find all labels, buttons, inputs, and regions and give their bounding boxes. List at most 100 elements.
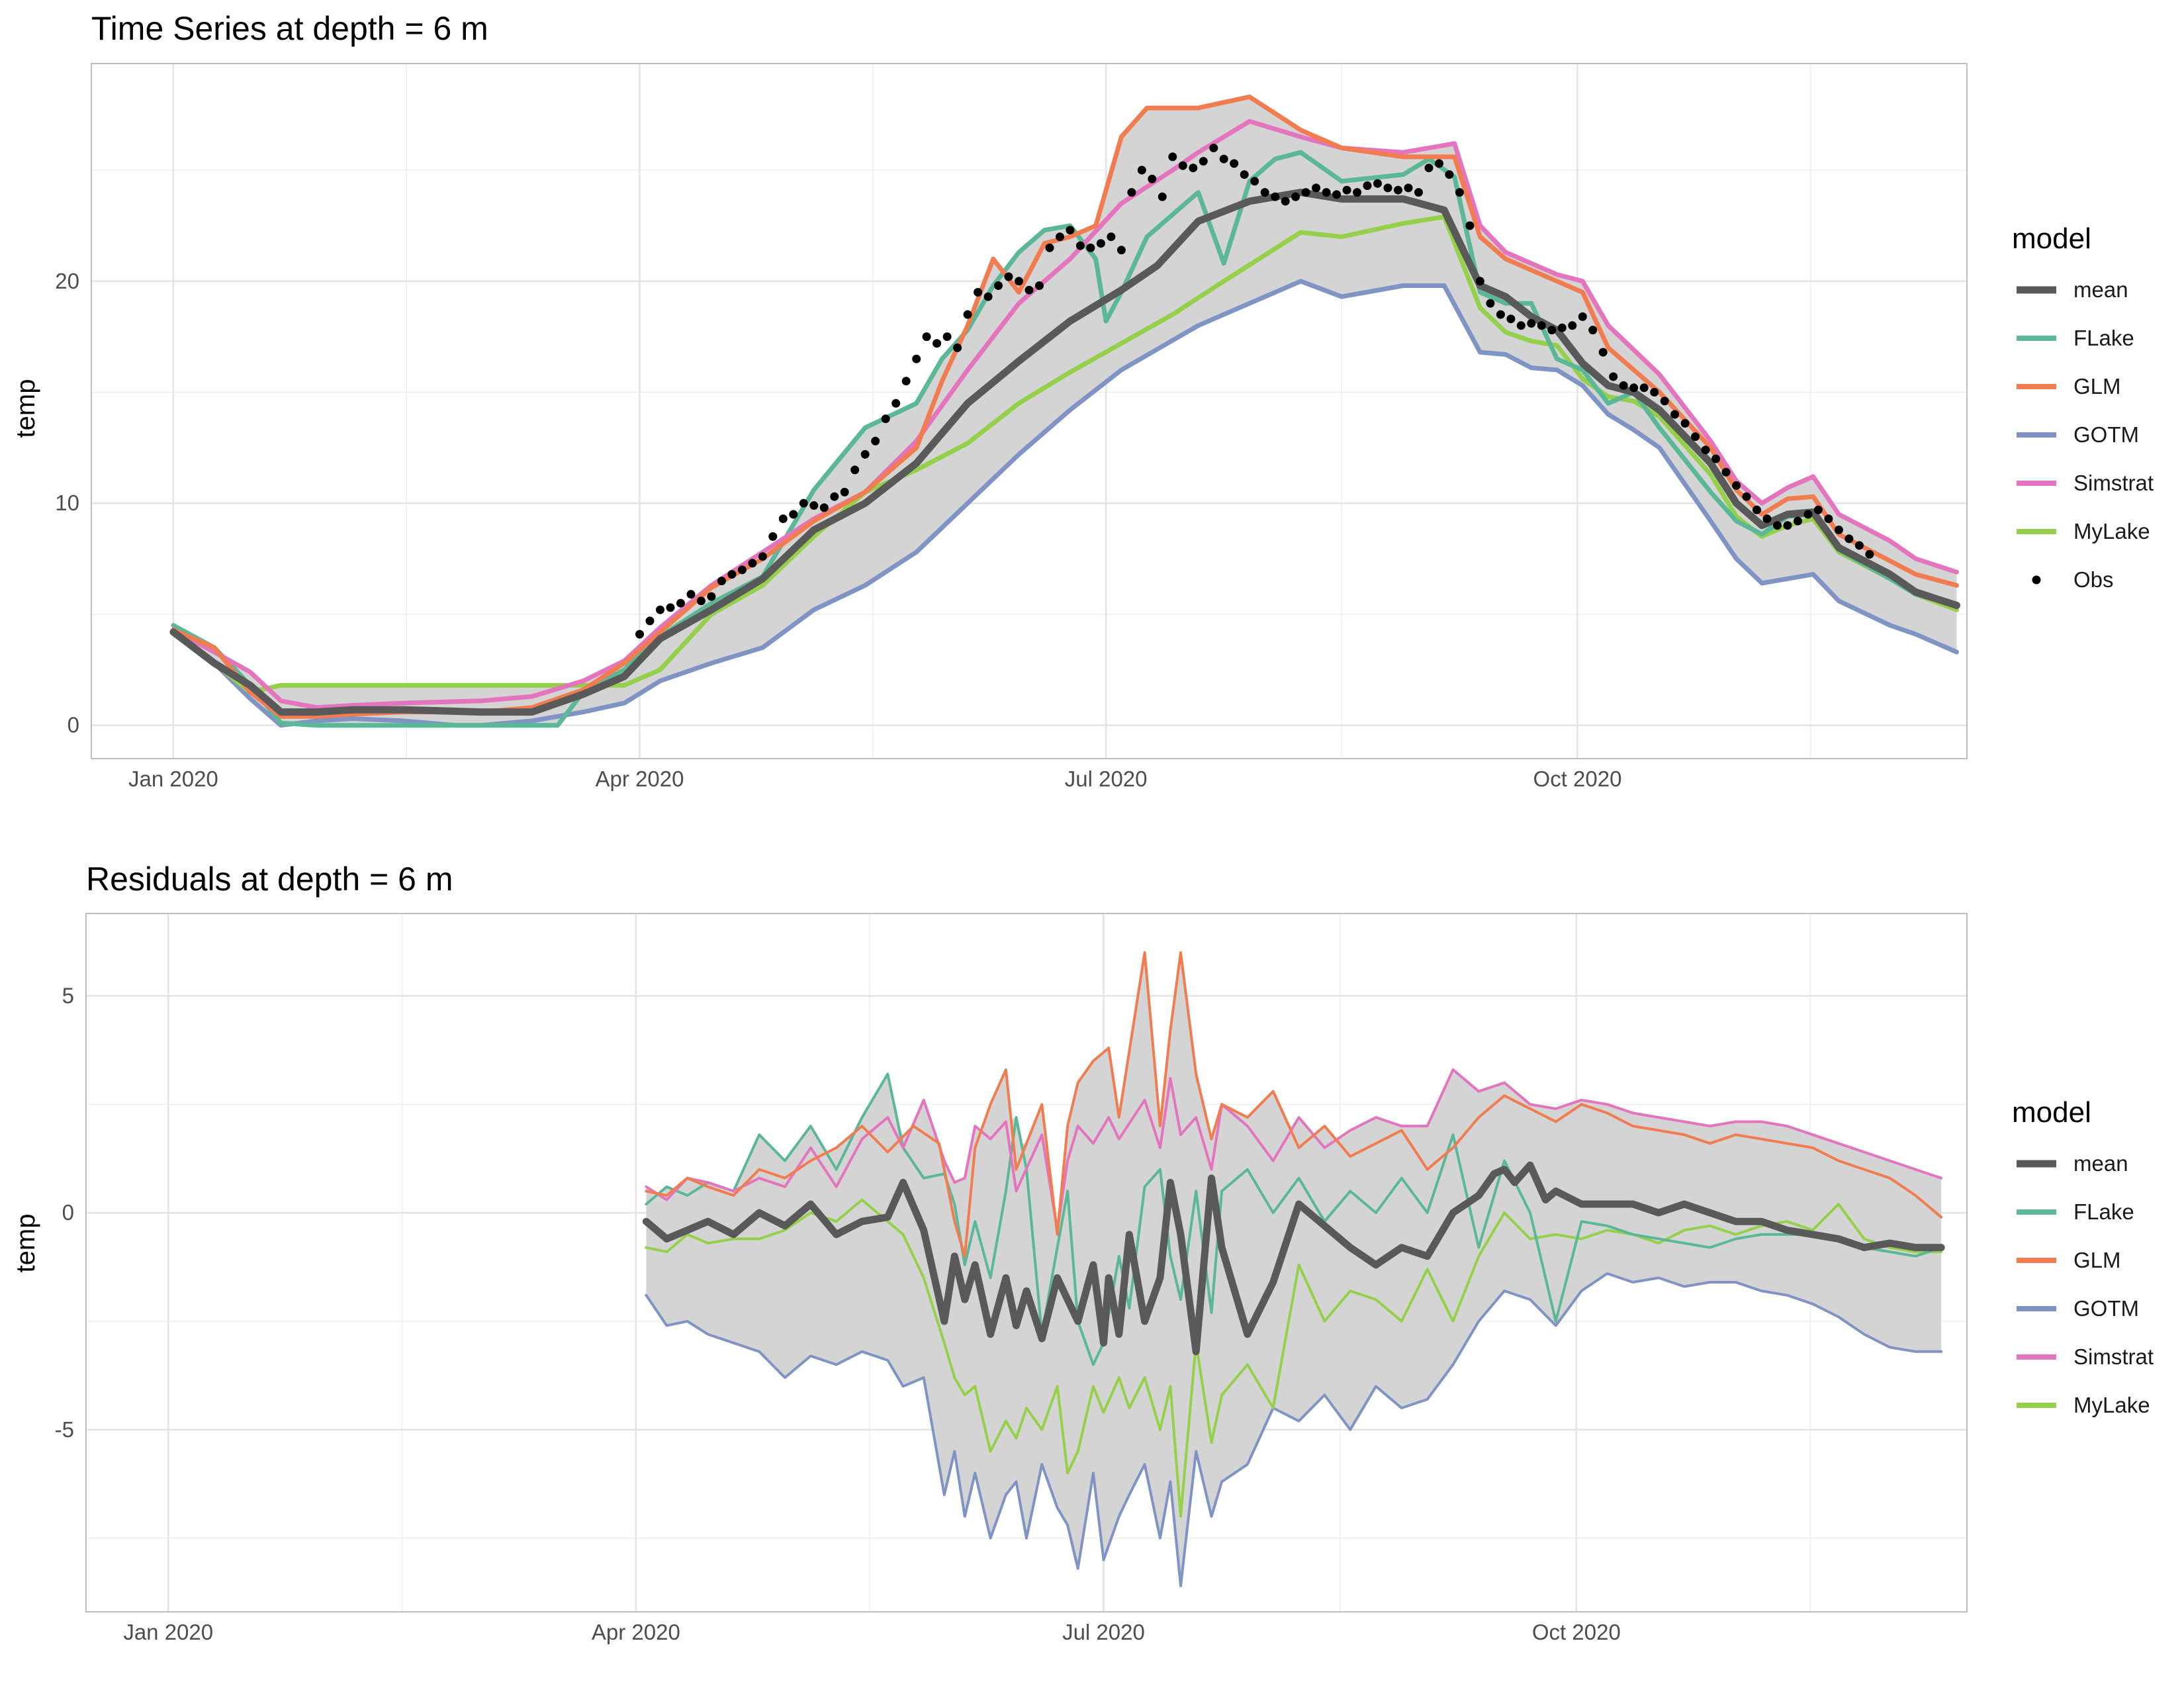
- obs-point: [1353, 188, 1362, 197]
- obs-point: [860, 449, 870, 459]
- obs-point: [1435, 159, 1443, 168]
- obs-point: [850, 465, 860, 475]
- model-range-band: [173, 97, 1957, 726]
- legend-label-flake: FLake: [2073, 326, 2134, 350]
- obs-point: [1578, 312, 1587, 321]
- legend-label-gotm: GOTM: [2073, 1296, 2139, 1321]
- series-line-mean: [642, 1161, 1945, 1356]
- obs-point: [1189, 164, 1198, 173]
- series-line-mylake: [645, 1198, 1943, 1518]
- obs-point: [1824, 514, 1833, 524]
- obs-point: [1424, 164, 1433, 173]
- obs-point: [666, 603, 675, 612]
- obs-point: [871, 436, 880, 445]
- obs-point: [1116, 246, 1126, 255]
- legend-label-mean: mean: [2073, 1151, 2128, 1176]
- legend-label-mean: mean: [2073, 277, 2128, 302]
- obs-point: [1465, 221, 1475, 230]
- obs-point: [963, 310, 972, 319]
- obs-point: [789, 510, 798, 519]
- obs-point: [942, 332, 952, 342]
- obs-point: [707, 592, 716, 601]
- obs-point: [1363, 181, 1372, 190]
- time-series-model-range-band: [173, 97, 1957, 726]
- obs-point: [1312, 183, 1321, 193]
- obs-point: [1568, 321, 1577, 330]
- residuals-legend: model mean FLake GLM GOTM Simstrat MyLake: [2012, 1096, 2154, 1417]
- residuals-model-range-band: [646, 953, 1942, 1586]
- obs-point: [717, 577, 726, 586]
- obs-point: [1383, 183, 1392, 193]
- series-line-gotm: [645, 1272, 1943, 1587]
- obs-point: [696, 596, 705, 606]
- obs-point: [1794, 516, 1802, 526]
- obs-point: [727, 570, 737, 579]
- legend-label-gotm: GOTM: [2073, 422, 2139, 447]
- obs-point: [1209, 144, 1218, 152]
- obs-point: [748, 559, 757, 568]
- time-series-title: Time Series at depth = 6 m: [91, 10, 488, 47]
- time-series-panel: Time Series at depth = 6 m temp 0 10 20 Ja…: [11, 10, 1968, 791]
- obs-point: [1762, 514, 1772, 524]
- obs-point: [1414, 188, 1423, 197]
- time-series-legend: model mean FLake GLM GOTM Simstrat MyLake Obs: [2012, 222, 2154, 592]
- obs-point: [1250, 177, 1259, 186]
- obs-point: [686, 590, 696, 599]
- x-tick-label: Jan 2020: [128, 767, 218, 791]
- obs-point: [830, 492, 839, 501]
- x-tick-label: Jul 2020: [1062, 1620, 1145, 1644]
- obs-point: [1701, 445, 1710, 455]
- obs-point: [1619, 381, 1628, 390]
- obs-point: [1813, 505, 1823, 514]
- obs-point: [1506, 314, 1516, 324]
- obs-point: [1066, 226, 1075, 235]
- y-tick-label: 10: [55, 491, 79, 515]
- legend-key-obs: [2032, 575, 2041, 585]
- legend-label-simstrat: Simstrat: [2073, 471, 2154, 495]
- obs-point: [1783, 521, 1792, 530]
- legend-label-mylake: MyLake: [2073, 519, 2150, 543]
- obs-point: [1609, 372, 1618, 381]
- obs-point: [1445, 170, 1454, 179]
- obs-point: [891, 399, 901, 408]
- obs-point: [1199, 157, 1208, 166]
- obs-point: [645, 616, 655, 626]
- legend-label-glm: GLM: [2073, 374, 2121, 399]
- obs-point: [1301, 188, 1310, 197]
- obs-point: [676, 598, 685, 608]
- obs-point: [1455, 188, 1464, 197]
- obs-point: [635, 630, 644, 639]
- obs-point: [901, 377, 911, 386]
- obs-point: [1691, 432, 1700, 442]
- obs-point: [1322, 188, 1331, 197]
- obs-point: [1496, 310, 1505, 319]
- obs-point: [1670, 410, 1680, 419]
- obs-point: [799, 498, 808, 508]
- obs-point: [1486, 299, 1495, 308]
- obs-point: [1024, 285, 1034, 295]
- y-tick-label: 0: [68, 713, 79, 737]
- obs-point: [1096, 239, 1105, 248]
- obs-point: [912, 354, 921, 363]
- obs-point: [1588, 326, 1598, 335]
- x-tick-label: Oct 2020: [1532, 1620, 1621, 1644]
- obs-point: [1639, 383, 1649, 393]
- obs-point: [1158, 192, 1167, 201]
- obs-point: [1035, 281, 1044, 290]
- series-line-flake: [645, 1072, 1943, 1366]
- obs-point: [1137, 165, 1146, 175]
- obs-point: [1230, 159, 1239, 168]
- obs-point: [1475, 277, 1484, 286]
- obs-point: [974, 288, 983, 297]
- time-series-model-lines: [169, 94, 1960, 728]
- obs-point: [1219, 154, 1228, 164]
- obs-point: [1015, 277, 1023, 286]
- obs-point: [983, 292, 993, 301]
- obs-point: [1086, 243, 1095, 252]
- series-line-simstrat: [171, 118, 1959, 710]
- obs-point: [1721, 467, 1731, 477]
- obs-point: [1332, 190, 1342, 199]
- obs-point: [1373, 179, 1382, 188]
- obs-point: [1281, 197, 1290, 206]
